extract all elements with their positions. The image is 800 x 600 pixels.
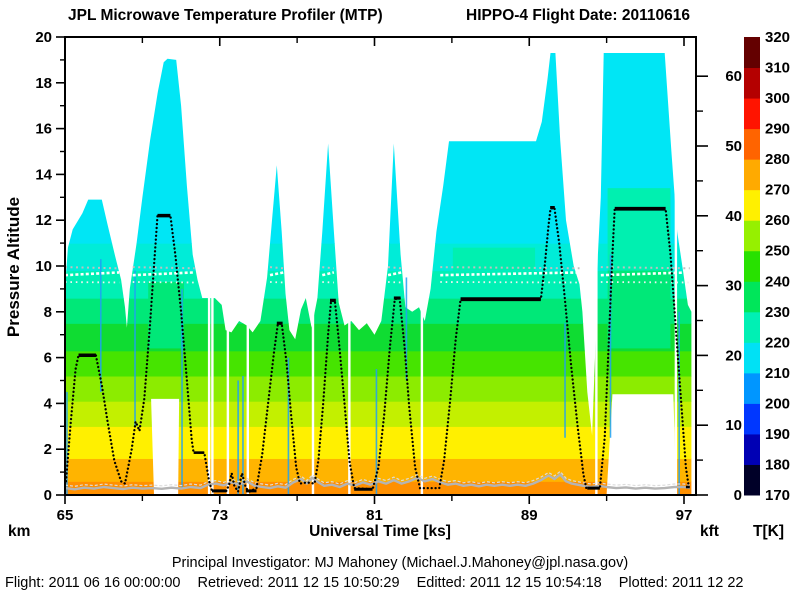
y-right-tick-label: 50 <box>725 138 742 155</box>
x-tick-label: 81 <box>366 507 383 524</box>
colorbar-band <box>744 189 760 221</box>
y-right-tick-label: 30 <box>725 278 742 295</box>
warm-core-region <box>452 247 536 271</box>
axes: 65 73 81 89 97 0 2 4 6 8 10 12 14 16 18 20 0 10 20 30 40 50 60 <box>35 29 742 524</box>
colorbar-tick-label: 220 <box>765 334 790 351</box>
y-axis-title: Pressure Altitude <box>4 196 23 338</box>
colorbar-band <box>744 159 760 191</box>
colorbar-tick-label: 320 <box>765 29 790 46</box>
colorbar-tick-label: 180 <box>765 456 790 473</box>
x-tick-label: 73 <box>211 507 228 524</box>
y-left-tick-label: 14 <box>35 166 52 183</box>
colorbar-tick-label: 250 <box>765 243 790 260</box>
colorbar-band <box>744 220 760 252</box>
y-left-tick-label: 10 <box>35 258 52 275</box>
colorbar-band <box>744 250 760 282</box>
colorbar-tick-label: 310 <box>765 60 790 77</box>
y-left-tick-label: 2 <box>44 441 52 458</box>
y-left-tick-label: 20 <box>35 29 52 46</box>
colorbar-tick-label: 260 <box>765 212 790 229</box>
right-axis-unit-label: kft <box>700 523 719 540</box>
tropopause-speckle-band <box>64 266 690 284</box>
principal-investigator-line: Principal Investigator: MJ Mahoney (Mich… <box>171 555 629 571</box>
y-right-tick-label: 0 <box>734 487 742 504</box>
flight-timestamp: Flight: 2011 06 16 00:00:00 <box>5 575 181 591</box>
y-left-tick-label: 12 <box>35 212 52 229</box>
no-data-gaps <box>151 38 678 494</box>
warm-core-region <box>607 188 671 271</box>
y-left-tick-label: 16 <box>35 121 52 138</box>
y-right-tick-label: 10 <box>725 417 742 434</box>
x-axis-title: Universal Time [ks] <box>309 523 451 540</box>
colorbar-band <box>744 281 760 313</box>
colorbar-unit-label: T[K] <box>753 523 784 540</box>
colorbar-band <box>744 128 760 160</box>
cold-streaks <box>66 254 680 495</box>
warm-core-region <box>607 270 671 349</box>
colorbar-band <box>744 311 760 343</box>
flight-date-title: HIPPO-4 Flight Date: 20110616 <box>466 7 690 24</box>
surface-temperature-trace <box>64 470 691 491</box>
colorbar-band <box>744 464 760 496</box>
colorbar-band <box>744 342 760 374</box>
plotted-timestamp: Plotted: 2011 12 22 <box>618 575 744 591</box>
editted-timestamp: Editted: 2011 12 15 10:54:18 <box>416 575 602 591</box>
colorbar: 170 180 190 200 210 220 230 240 250 260 270 280 290 3… <box>744 29 790 504</box>
y-left-tick-label: 4 <box>44 395 53 412</box>
x-tick-label: 89 <box>521 507 538 524</box>
x-tick-label: 97 <box>676 507 693 524</box>
colorbar-band <box>744 433 760 465</box>
y-left-tick-label: 0 <box>44 487 52 504</box>
colorbar-tick-label: 200 <box>765 395 790 412</box>
y-left-tick-label: 8 <box>44 304 52 321</box>
colorbar-tick-label: 300 <box>765 90 790 107</box>
colorbar-tick-label: 170 <box>765 487 790 504</box>
left-axis-unit-label: km <box>8 523 31 540</box>
warm-core-region <box>148 282 184 349</box>
y-left-tick-label: 18 <box>35 75 52 92</box>
retrieved-timestamp: Retrieved: 2011 12 15 10:50:29 <box>197 575 400 591</box>
plot-title: JPL Microwave Temperature Profiler (MTP) <box>68 7 383 24</box>
y-left-tick-label: 6 <box>44 350 52 367</box>
colorbar-tick-label: 270 <box>765 182 790 199</box>
y-right-tick-label: 20 <box>725 347 742 364</box>
colorbar-tick-label: 230 <box>765 304 790 321</box>
flight-altitude-trace <box>64 206 690 495</box>
colorbar-tick-label: 210 <box>765 365 790 382</box>
colorbar-tick-label: 290 <box>765 121 790 138</box>
colorbar-tick-label: 240 <box>765 273 790 290</box>
colorbar-band <box>744 403 760 435</box>
colorbar-band <box>744 67 760 99</box>
colorbar-tick-label: 280 <box>765 151 790 168</box>
x-tick-label: 65 <box>57 507 74 524</box>
colorbar-band <box>744 37 760 69</box>
colorbar-tick-label: 190 <box>765 426 790 443</box>
colorbar-band <box>744 98 760 130</box>
y-right-tick-label: 60 <box>725 68 742 85</box>
colorbar-band <box>744 372 760 404</box>
timestamps-line: Flight: 2011 06 16 00:00:00 Retrieved: 20… <box>5 575 800 591</box>
y-right-tick-label: 40 <box>725 208 742 225</box>
